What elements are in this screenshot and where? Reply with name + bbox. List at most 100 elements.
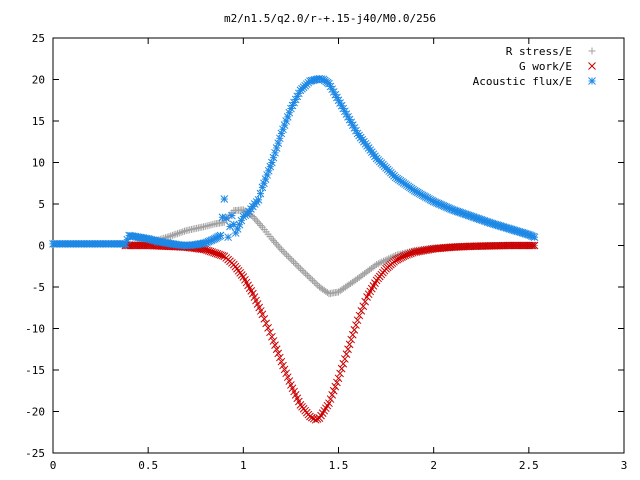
- data-point: [277, 129, 286, 138]
- data-point: [334, 374, 343, 383]
- data-point: [281, 249, 289, 257]
- data-point: [300, 268, 308, 276]
- data-point: [336, 369, 344, 378]
- data-point: [263, 171, 271, 179]
- data-point: [218, 251, 227, 260]
- data-point: [174, 230, 182, 238]
- data-point: [329, 386, 338, 395]
- series-2: [49, 74, 539, 250]
- data-point: [342, 350, 351, 358]
- data-point: [272, 345, 281, 354]
- data-point: [333, 378, 341, 387]
- data-point: [326, 395, 335, 403]
- data-point: [331, 382, 340, 391]
- data-point: [296, 265, 304, 273]
- y-tick-label: 0: [38, 240, 45, 253]
- data-point: [361, 297, 370, 306]
- x-tick-label: 0.5: [138, 459, 158, 472]
- data-point: [352, 321, 360, 329]
- data-point: [305, 273, 313, 281]
- data-point: [254, 218, 262, 226]
- y-tick-label: 10: [32, 157, 45, 170]
- data-point: [295, 263, 303, 271]
- data-point: [282, 369, 291, 378]
- data-point: [303, 271, 311, 279]
- chart-title: m2/n1.5/q2.0/r-+.15-j40/M0.0/256: [224, 12, 436, 25]
- data-point: [339, 359, 348, 368]
- data-point: [374, 260, 382, 268]
- y-tick-label: -10: [25, 323, 45, 336]
- y-tick-label: 15: [32, 115, 45, 128]
- data-point: [177, 228, 185, 236]
- series-1: [121, 241, 539, 424]
- axis-ticks: [52, 37, 625, 454]
- data-point: [216, 231, 225, 240]
- y-tick-label: -15: [25, 364, 45, 377]
- data-point: [181, 227, 189, 235]
- data-point: [179, 228, 187, 236]
- data-point: [273, 240, 281, 248]
- x-tick-label: 1: [240, 459, 247, 472]
- legend-swatch: [588, 62, 596, 70]
- data-point: [285, 377, 294, 385]
- legend-label: R stress/E: [506, 45, 572, 58]
- data-point: [175, 229, 183, 237]
- data-point: [323, 289, 331, 297]
- data-point: [272, 144, 281, 152]
- data-point: [260, 179, 268, 188]
- data-point: [283, 373, 292, 382]
- data-point: [355, 311, 364, 320]
- data-point: [340, 355, 349, 363]
- x-tick-label: 2: [430, 459, 437, 472]
- legend-label: Acoustic flux/E: [473, 75, 572, 88]
- data-point: [252, 216, 260, 224]
- y-tick-label: -25: [25, 447, 45, 460]
- data-point: [344, 345, 352, 354]
- data-point: [306, 412, 314, 421]
- data-point: [357, 307, 366, 315]
- data-point: [528, 241, 537, 250]
- data-point: [268, 332, 276, 341]
- data-point: [288, 256, 296, 264]
- data-point: [277, 357, 286, 366]
- data-point: [310, 278, 318, 286]
- data-point: [312, 280, 320, 288]
- data-point: [249, 212, 257, 220]
- data-point: [274, 242, 282, 250]
- data-point: [328, 391, 337, 399]
- data-point: [266, 328, 274, 337]
- data-point: [258, 310, 267, 319]
- data-point: [309, 276, 317, 284]
- data-point: [167, 232, 175, 240]
- data-point: [268, 158, 276, 167]
- data-point: [228, 211, 236, 220]
- data-point: [274, 139, 283, 147]
- data-point: [276, 244, 284, 252]
- data-point: [271, 238, 279, 246]
- data-point: [284, 253, 292, 261]
- y-tick-label: 25: [32, 32, 45, 45]
- data-point: [224, 233, 232, 242]
- data-point: [254, 195, 263, 204]
- data-point: [337, 364, 346, 373]
- data-point: [172, 230, 180, 238]
- legend-swatch: [588, 77, 596, 85]
- data-point: [280, 365, 289, 374]
- data-point: [269, 237, 277, 245]
- data-point: [379, 257, 387, 265]
- data-point: [345, 340, 354, 349]
- data-point: [347, 335, 356, 344]
- data-point: [268, 235, 276, 243]
- data-point: [165, 233, 173, 241]
- data-point: [376, 259, 384, 267]
- legend-label: G work/E: [519, 60, 572, 73]
- y-tick-label: -5: [32, 281, 45, 294]
- data-point: [286, 254, 294, 262]
- data-point: [381, 256, 389, 264]
- x-tick-label: 3: [621, 459, 628, 472]
- legend-swatch: [588, 47, 596, 55]
- series-layer: [49, 74, 539, 424]
- data-point: [269, 337, 278, 345]
- data-point: [530, 233, 539, 242]
